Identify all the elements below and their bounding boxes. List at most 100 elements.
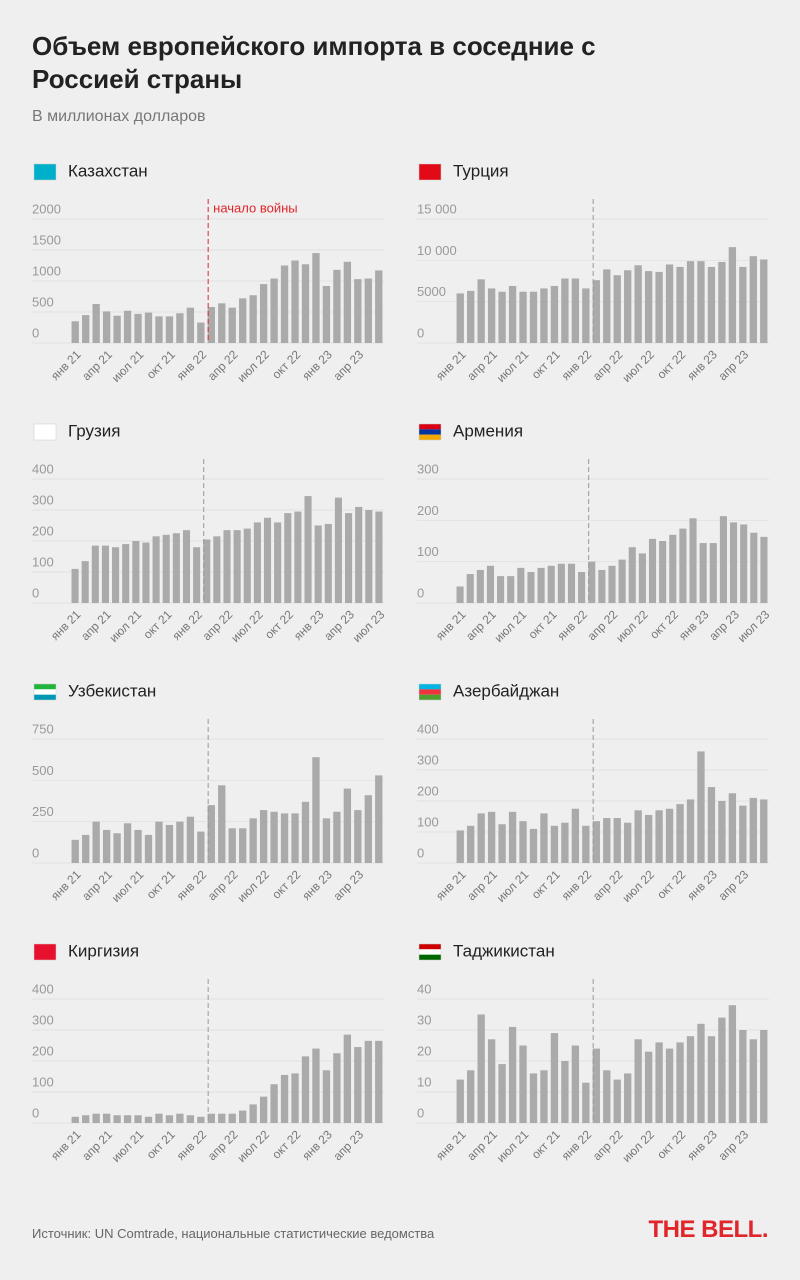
bar <box>467 1070 475 1123</box>
source-note: Источник: UN Comtrade, национальные стат… <box>32 1226 435 1241</box>
bar <box>676 1042 684 1123</box>
bar <box>92 303 100 343</box>
bar <box>603 1070 611 1123</box>
bar <box>197 1116 205 1123</box>
flag-frame <box>418 943 442 961</box>
bar <box>172 533 180 603</box>
bar <box>529 291 538 343</box>
x-tick-label: июл 21 <box>494 867 532 905</box>
bar <box>176 1113 184 1123</box>
bar <box>527 572 535 603</box>
x-tick-label: янв 22 <box>559 347 595 383</box>
panel-title: Киргизия <box>68 941 139 960</box>
bar <box>665 808 674 863</box>
bar <box>81 561 89 603</box>
flag-stripe <box>419 949 441 955</box>
bar <box>730 522 738 603</box>
x-tick-label: июл 21 <box>494 347 532 385</box>
bar <box>578 572 586 603</box>
x-tick-label: июл 21 <box>494 1127 532 1165</box>
bar <box>665 264 674 343</box>
bar <box>186 307 195 343</box>
flag-stripe <box>419 694 441 700</box>
bar <box>644 271 653 343</box>
flag-stripe <box>419 434 441 440</box>
y-tick-label: 20 <box>417 1043 431 1058</box>
x-tick-label: окт 22 <box>654 867 688 901</box>
x-tick-label: апр 21 <box>79 867 115 903</box>
x-tick-label: июл 22 <box>613 607 651 645</box>
bar <box>728 1005 737 1123</box>
x-tick-label: апр 23 <box>330 867 366 903</box>
y-tick-label: 400 <box>417 721 439 736</box>
y-tick-label: 100 <box>417 544 439 559</box>
panel-title: Армения <box>453 421 523 440</box>
x-tick-label: окт 22 <box>262 607 296 641</box>
bar <box>71 839 79 863</box>
logo: THE BELL. <box>648 1216 769 1243</box>
bar <box>603 269 611 343</box>
bar <box>176 313 184 343</box>
bar <box>749 797 757 863</box>
bar <box>134 313 142 343</box>
bar <box>101 545 109 603</box>
panel-title: Грузия <box>68 421 121 440</box>
bar <box>162 534 170 603</box>
bar <box>314 525 322 603</box>
x-tick-label: янв 21 <box>48 867 84 903</box>
bar <box>718 261 726 343</box>
bar <box>571 808 580 863</box>
bar <box>243 528 251 603</box>
bar <box>486 565 494 603</box>
bar <box>707 1036 716 1123</box>
bar <box>477 279 485 343</box>
x-tick-label: янв 21 <box>433 607 469 643</box>
bar <box>207 805 215 863</box>
bar <box>345 513 353 603</box>
y-tick-label: 2000 <box>32 201 61 216</box>
bar <box>71 321 79 343</box>
bar <box>638 553 646 603</box>
bar <box>749 256 757 343</box>
bar <box>487 288 496 343</box>
bar <box>375 270 383 343</box>
bar <box>263 517 272 603</box>
bar <box>592 821 600 863</box>
bar <box>697 261 705 343</box>
x-tick-label: июл 21 <box>107 607 145 645</box>
flag-stripe <box>34 684 56 690</box>
bar <box>540 288 548 343</box>
bar <box>259 810 268 863</box>
bar <box>354 1047 362 1123</box>
bar <box>228 1113 236 1123</box>
y-tick-label: 0 <box>417 845 424 860</box>
bar <box>508 285 517 343</box>
bar <box>324 523 332 603</box>
x-tick-label: окт 21 <box>529 347 563 381</box>
panel-title: Турция <box>453 161 509 180</box>
bar <box>603 818 611 863</box>
y-tick-label: 10 000 <box>417 243 457 258</box>
bar <box>301 264 310 343</box>
bar <box>102 311 111 343</box>
x-tick-label: окт 21 <box>144 347 178 381</box>
flag-stripe <box>419 164 441 180</box>
bar <box>477 813 485 863</box>
bar <box>676 266 684 343</box>
bar <box>613 818 621 863</box>
bar <box>618 559 626 603</box>
bar <box>343 261 352 343</box>
x-tick-label: июл 21 <box>109 867 147 905</box>
x-tick-label: янв 21 <box>48 1127 84 1163</box>
bar <box>270 811 278 863</box>
bar <box>760 259 768 343</box>
bar <box>312 1048 320 1123</box>
bar <box>123 1115 132 1123</box>
bar <box>176 821 184 863</box>
bar <box>134 829 142 863</box>
bar <box>561 822 569 863</box>
flag-stripe <box>419 944 441 950</box>
bar <box>665 1048 674 1123</box>
bar <box>291 260 299 343</box>
y-tick-label: 1000 <box>32 263 61 278</box>
